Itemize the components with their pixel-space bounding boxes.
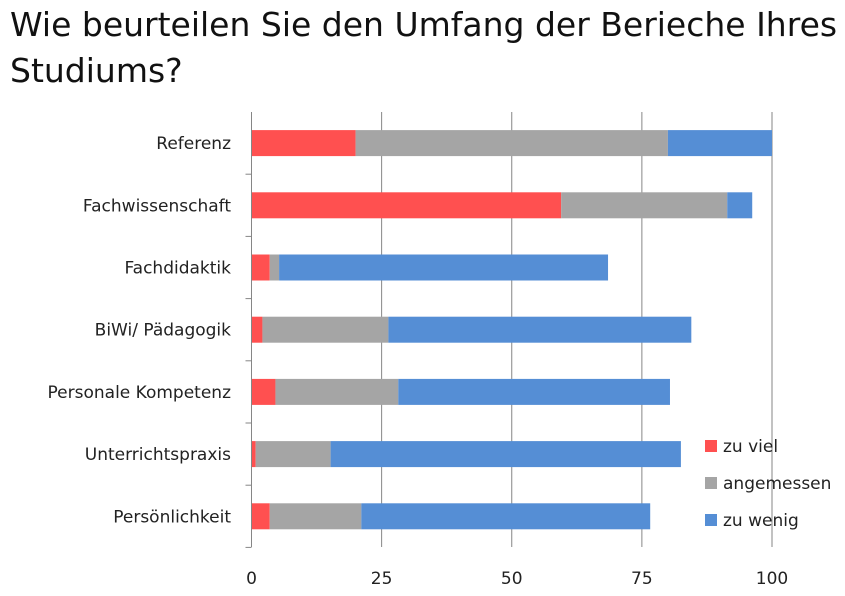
x-tick-label: 25 <box>371 569 393 589</box>
category-label: Fachwissenschaft <box>83 196 231 216</box>
bar-zu-viel <box>251 254 270 281</box>
legend-label: zu viel <box>723 437 778 457</box>
chart-title: Wie beurteilen Sie den Umfang der Beriec… <box>10 5 838 90</box>
category-label: Fachdidaktik <box>124 259 231 279</box>
bar-angemessen <box>269 503 362 530</box>
x-tick-label: 0 <box>246 569 257 589</box>
bar-angemessen <box>269 254 280 281</box>
bar-zu-wenig <box>388 316 692 343</box>
bar-zu-viel <box>251 192 562 219</box>
x-tick-label: 50 <box>501 569 523 589</box>
legend-swatch <box>705 440 717 452</box>
bar-angemessen <box>355 130 668 157</box>
bar-zu-viel <box>251 316 263 343</box>
bar-angemessen <box>255 441 331 468</box>
bar-angemessen <box>275 378 399 405</box>
category-label: Persönlichkeit <box>113 507 231 527</box>
x-tick-label: 100 <box>756 569 788 589</box>
bar-zu-wenig <box>279 254 609 281</box>
category-label: Unterrichtspraxis <box>85 445 231 465</box>
category-label: Referenz <box>156 134 231 154</box>
bar-zu-wenig <box>667 130 772 157</box>
x-tick-label: 75 <box>631 569 653 589</box>
bar-angemessen <box>561 192 728 219</box>
legend-label: angemessen <box>723 474 831 494</box>
legend-label: zu wenig <box>723 511 799 531</box>
bar-zu-wenig <box>330 441 681 468</box>
bar-zu-wenig <box>727 192 753 219</box>
bar-zu-wenig <box>361 503 651 530</box>
legend-swatch <box>705 514 717 526</box>
bar-zu-viel <box>251 503 270 530</box>
bar-zu-wenig <box>398 378 670 405</box>
bar-zu-viel <box>251 130 356 157</box>
bar-zu-viel <box>251 441 256 468</box>
bar-zu-viel <box>251 378 276 405</box>
bar-angemessen <box>262 316 389 343</box>
category-label: BiWi/ Pädagogik <box>95 321 231 341</box>
legend-swatch <box>705 477 717 489</box>
category-label: Personale Kompetenz <box>48 383 232 403</box>
